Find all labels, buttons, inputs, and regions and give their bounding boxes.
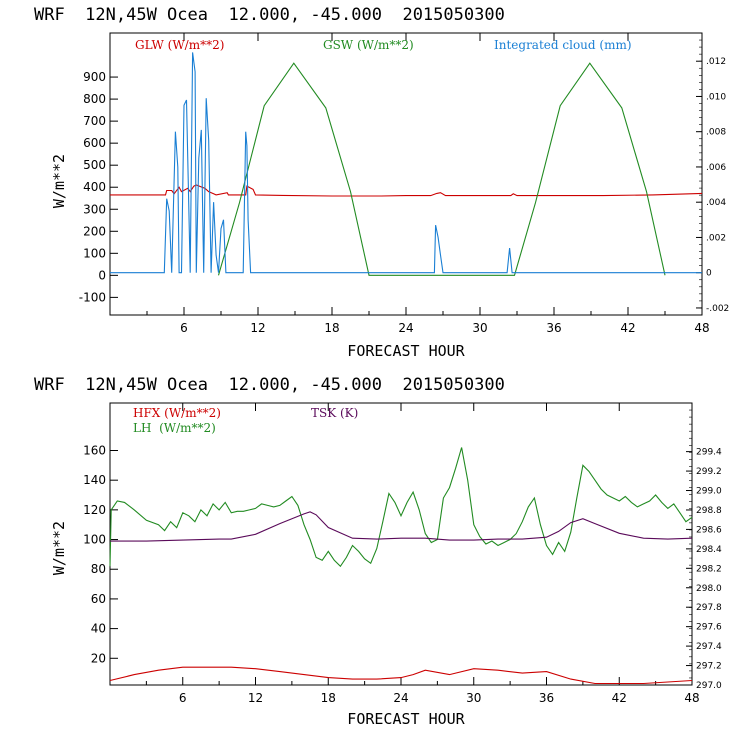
x-tick-label: 12	[248, 691, 263, 705]
y-tick-label: 100	[83, 246, 106, 260]
series-line-hfx	[109, 666, 693, 685]
x-tick-label: 42	[620, 321, 635, 335]
series-line-integrated-cloud	[110, 52, 702, 274]
right-tick-label: 0	[706, 269, 712, 279]
y-tick-label: 300	[83, 202, 106, 216]
x-tick-label: 30	[472, 321, 487, 335]
legend-integrated-cloud: Integrated cloud (mm)	[494, 38, 632, 52]
x-tick-label: 18	[321, 691, 336, 705]
series-line-glw	[110, 184, 703, 197]
x-tick-label: 36	[539, 691, 554, 705]
chart-top-plot-area	[110, 52, 703, 276]
x-tick-label: 48	[684, 691, 699, 705]
right-tick-label: 297.8	[696, 603, 722, 613]
right-tick-label: .002	[706, 233, 726, 243]
right-tick-label: .006	[706, 163, 726, 173]
legend-tsk: TSK (K)	[311, 406, 358, 420]
chart-top-axes: 6 12 18 24 30 36 42 48 -100 0 100 200 300 400 500 600 70…	[79, 32, 729, 335]
chart-bottom-frame	[109, 402, 693, 686]
y-tick-label: 900	[83, 70, 106, 84]
x-tick-label: 12	[250, 321, 265, 335]
x-tick-label: 6	[180, 321, 188, 335]
right-tick-label: -.002	[706, 304, 729, 314]
x-tick-label: 42	[612, 691, 627, 705]
right-tick-label: 297.6	[696, 623, 722, 633]
right-tick-label: .008	[706, 128, 726, 138]
legend-hfx: HFX (W/m**2)	[133, 406, 221, 420]
right-tick-label: 297.4	[696, 642, 722, 652]
chart-bottom-axes: 6 12 18 24 30 36 42 48 20 40 60 80 100 120 140 160 297.0…	[83, 402, 722, 705]
chart-bottom-xlabel: FORECAST HOUR	[347, 710, 465, 728]
right-tick-label: .004	[706, 198, 726, 208]
x-tick-label: 6	[179, 691, 187, 705]
chart-top-title: WRF 12N,45W Ocea 12.000, -45.000 2015050…	[34, 5, 505, 25]
y-tick-label: 800	[83, 92, 106, 106]
x-tick-label: 24	[393, 691, 408, 705]
chart-bottom-plot-area	[109, 447, 693, 685]
x-tick-label: 48	[694, 321, 709, 335]
legend-lh: LH (W/m**2)	[133, 421, 216, 435]
chart-top-ylabel: W/m**2	[50, 154, 68, 208]
y-tick-label: 500	[83, 158, 106, 172]
legend-glw: GLW (W/m**2)	[135, 38, 224, 52]
y-tick-label: -100	[79, 290, 106, 304]
right-tick-label: 299.4	[696, 448, 722, 458]
y-tick-label: 200	[83, 224, 106, 238]
x-tick-label: 24	[398, 321, 413, 335]
y-tick-label: 0	[98, 268, 106, 282]
right-tick-label: 298.6	[696, 525, 722, 535]
legend-gsw: GSW (W/m**2)	[323, 38, 414, 52]
chart-bottom: WRF 12N,45W Ocea 12.000, -45.000 2015050…	[34, 375, 722, 728]
y-tick-label: 40	[91, 622, 106, 636]
chart-bottom-title: WRF 12N,45W Ocea 12.000, -45.000 2015050…	[34, 375, 505, 395]
right-tick-label: 298.2	[696, 564, 722, 574]
y-tick-label: 160	[83, 443, 106, 457]
series-line-lh	[109, 447, 693, 568]
right-tick-label: 298.4	[696, 545, 722, 555]
chart-top: WRF 12N,45W Ocea 12.000, -45.000 2015050…	[34, 5, 729, 360]
y-tick-label: 100	[83, 533, 106, 547]
series-line-gsw	[217, 62, 666, 276]
y-tick-label: 600	[83, 136, 106, 150]
right-tick-label: .010	[706, 92, 726, 102]
right-tick-label: 297.2	[696, 662, 722, 672]
y-tick-label: 700	[83, 114, 106, 128]
x-tick-label: 36	[546, 321, 561, 335]
x-tick-label: 18	[324, 321, 339, 335]
series-line-tsk	[110, 511, 693, 542]
right-tick-label: 299.2	[696, 467, 722, 477]
y-tick-label: 80	[91, 562, 106, 576]
y-tick-label: 20	[91, 651, 106, 665]
right-tick-label: 298.8	[696, 506, 722, 516]
y-tick-label: 400	[83, 180, 106, 194]
right-tick-label: 299.0	[696, 487, 722, 497]
y-tick-label: 60	[91, 592, 106, 606]
y-tick-label: 140	[83, 473, 106, 487]
chart-bottom-ylabel: W/m**2	[50, 521, 68, 575]
right-tick-label: .012	[706, 57, 726, 67]
right-tick-label: 298.0	[696, 584, 722, 594]
right-tick-label: 297.0	[696, 681, 722, 691]
y-tick-label: 120	[83, 503, 106, 517]
x-tick-label: 30	[466, 691, 481, 705]
chart-top-xlabel: FORECAST HOUR	[347, 342, 465, 360]
